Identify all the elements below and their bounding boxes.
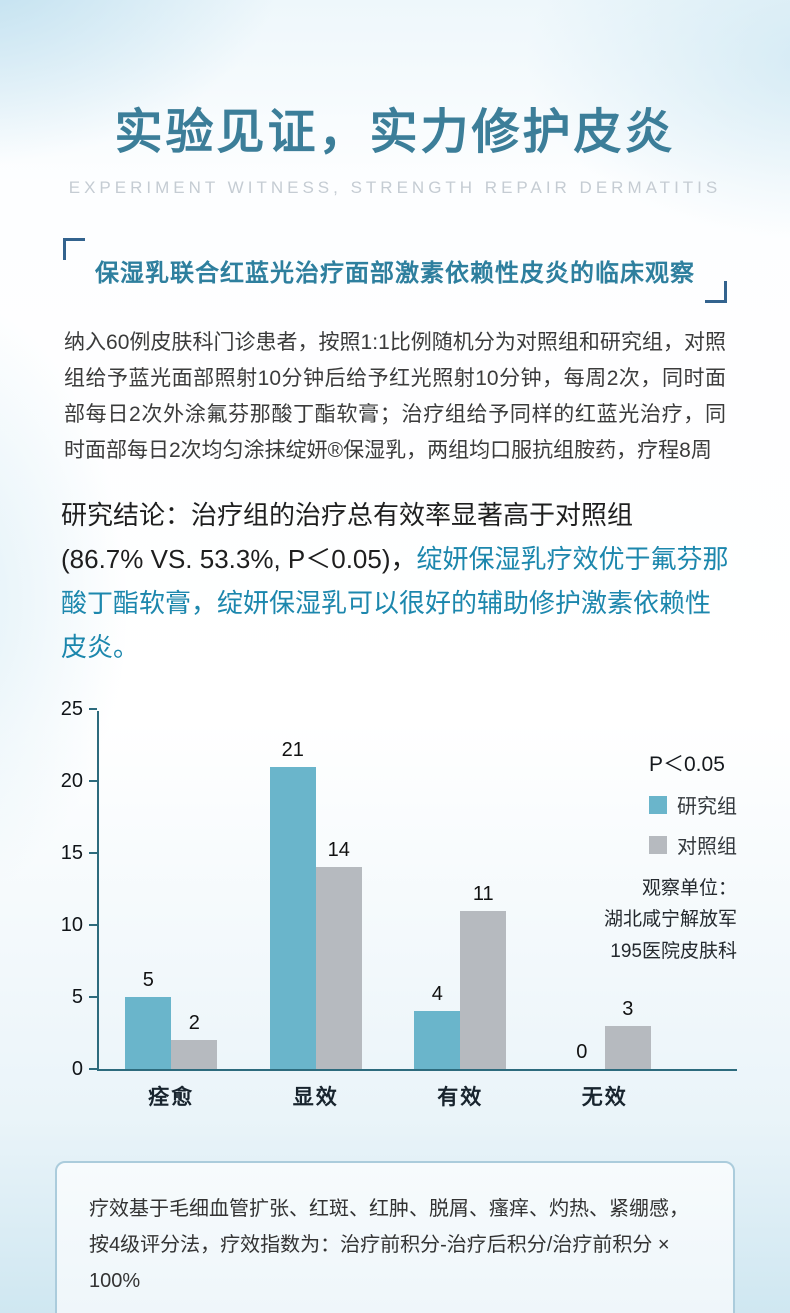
bar-对照组-无效 — [604, 1025, 651, 1069]
bar-wrap: 5 — [125, 969, 172, 1069]
scoring-note-line1: 疗效基于毛细血管扩张、红斑、红肿、脱屑、瘙痒、灼热、紧绷感，按4级评分法，疗效指… — [89, 1198, 689, 1292]
study-description: 纳入60例皮肤科门诊患者，按照1:1比例随机分为对照组和研究组，对照组给予蓝光面… — [64, 331, 726, 462]
y-axis-tick-mark — [89, 1068, 97, 1070]
legend-item: 研究组 — [649, 790, 737, 819]
bar-wrap: 14 — [315, 839, 362, 1069]
p-value-note: P＜0.05 — [649, 753, 725, 776]
y-axis-tick-mark — [89, 708, 97, 710]
bar-value-label: 2 — [188, 1012, 200, 1035]
x-axis-category-label: 痊愈 — [148, 1086, 195, 1109]
bar-对照组-显效 — [315, 867, 362, 1069]
y-axis-tick-label: 15 — [60, 842, 83, 864]
bar-wrap: 21 — [269, 738, 316, 1069]
bar-chart: 5 2 21 14 4 11 0 3 痊愈 显效 有效 无效 0 5 10 15 20 25 P＜0.05 研… — [45, 693, 745, 1131]
x-axis-category-label: 显效 — [292, 1086, 339, 1109]
bar-研究组-显效 — [269, 766, 316, 1069]
bar-value-label: 14 — [327, 839, 350, 862]
x-axis-labels: 痊愈 显效 有效 无效 — [99, 1081, 677, 1111]
bar-group: 21 14 — [244, 739, 389, 1069]
y-axis-tick-label: 20 — [60, 770, 83, 792]
y-axis-tick-label: 25 — [60, 698, 83, 720]
bar-wrap: 11 — [460, 882, 507, 1069]
bar-wrap: 3 — [604, 997, 651, 1069]
bar-wrap: 2 — [171, 1012, 218, 1069]
bar-value-label: 4 — [431, 983, 443, 1006]
x-axis-category-label: 无效 — [581, 1086, 628, 1109]
chart-annotation-line: 湖北咸宁解放军 — [603, 909, 737, 931]
bracket-top-left-icon — [63, 238, 85, 260]
bar-研究组-有效 — [414, 1011, 461, 1069]
study-heading: 保湿乳联合红蓝光治疗面部激素依赖性皮炎的临床观察 — [95, 260, 695, 287]
bar-value-label: 21 — [281, 738, 304, 761]
bar-groups: 5 2 21 14 4 11 0 3 — [99, 711, 677, 1069]
chart-annotation: 观察单位： 湖北咸宁解放军 195医院皮肤科 — [604, 873, 737, 967]
y-axis-tick-label: 10 — [60, 914, 83, 936]
y-axis-tick-mark — [89, 852, 97, 854]
bar-wrap: 0 — [559, 1041, 605, 1069]
legend-item: 对照组 — [649, 830, 737, 859]
chart-annotation-line: 观察单位： — [641, 878, 737, 899]
conclusion-lead: 研究结论：治疗组的治疗总有效率显著高于对照组 (86.7% VS. 53.3%,… — [61, 500, 660, 574]
page-subtitle: EXPERIMENT WITNESS, STRENGTH REPAIR DERM… — [68, 178, 722, 197]
bar-wrap: 4 — [414, 983, 461, 1069]
study-conclusion: 研究结论：治疗组的治疗总有效率显著高于对照组 (86.7% VS. 53.3%,… — [61, 493, 729, 669]
bar-value-label: 3 — [622, 997, 634, 1020]
bar-对照组-有效 — [460, 910, 507, 1069]
y-axis-tick-mark — [89, 780, 97, 782]
bracket-bottom-right-icon — [705, 281, 727, 303]
bar-group: 4 11 — [388, 883, 533, 1069]
legend-label: 研究组 — [677, 796, 737, 818]
x-axis-category-label: 有效 — [437, 1086, 484, 1109]
chart-plot-area: 5 2 21 14 4 11 0 3 痊愈 显效 有效 无效 0 5 10 15 20 25 — [61, 698, 737, 1109]
legend-items: 研究组 对照组 — [649, 790, 737, 859]
y-axis-tick-mark — [89, 996, 97, 998]
chart-legend: P＜0.05 研究组对照组 — [649, 748, 737, 870]
conclusion-highlight: 绽妍保湿乳疗效优于氟芬那酸丁酯软膏，绽妍保湿乳可以很好的辅助修护激素依赖性皮炎。 — [61, 544, 729, 662]
scoring-note-box: 疗效基于毛细血管扩张、红斑、红肿、脱屑、瘙痒、灼热、紧绷感，按4级评分法，疗效指… — [55, 1161, 735, 1313]
page-title: 实验见证，实力修护皮炎 — [114, 106, 676, 159]
bar-value-label: 0 — [576, 1041, 588, 1063]
bar-value-label: 5 — [142, 969, 154, 991]
y-axis-tick-mark — [89, 924, 97, 926]
legend-swatch-icon — [649, 835, 667, 854]
bar-对照组-痊愈 — [171, 1040, 218, 1069]
legend-swatch-icon — [649, 795, 667, 814]
study-heading-box: 保湿乳联合红蓝光治疗面部激素依赖性皮炎的临床观察 — [63, 238, 727, 303]
y-axis-tick-label: 5 — [71, 986, 83, 1008]
bar-value-label: 11 — [472, 882, 494, 905]
chart-annotation-line: 195医院皮肤科 — [610, 940, 737, 962]
y-axis-tick-label: 0 — [71, 1058, 83, 1080]
legend-label: 对照组 — [677, 836, 737, 858]
bar-研究组-痊愈 — [125, 997, 172, 1069]
